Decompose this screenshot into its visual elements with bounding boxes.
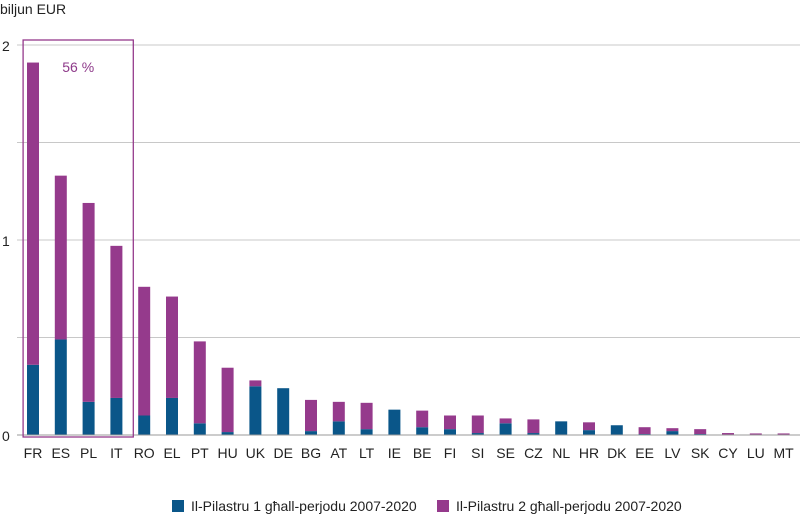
bar-pillar1-ro: [138, 415, 151, 435]
x-tick-label: CY: [718, 445, 738, 461]
bar-pillar2-el: [166, 296, 178, 398]
x-tick-label: NL: [552, 445, 570, 461]
bar-pillar2-cy: [722, 433, 734, 435]
bar-pillar1-pt: [193, 423, 206, 435]
x-tick-label: SI: [471, 445, 484, 461]
bar-pillar2-sk: [694, 429, 707, 435]
y-tick-label: 1: [2, 233, 10, 249]
bar-pillar2-es: [54, 175, 67, 340]
y-tick-label: 2: [2, 38, 10, 54]
bar-pillar1-cz: [527, 433, 540, 435]
x-tick-label: ES: [51, 445, 70, 461]
y-axis-label: biljun EUR: [0, 1, 66, 17]
bar-pillar2-mt: [777, 433, 790, 435]
x-tick-label: EL: [163, 445, 180, 461]
legend-swatch-1: [172, 500, 184, 512]
x-tick-label: FI: [444, 445, 456, 461]
x-tick-label: LT: [359, 445, 375, 461]
x-tick-label: HU: [217, 445, 237, 461]
bar-pillar1-uk: [249, 386, 262, 435]
bar-pillar2-se: [499, 418, 512, 424]
x-tick-label: IT: [110, 445, 123, 461]
x-tick-label: IE: [388, 445, 401, 461]
bar-pillar2-lt: [360, 402, 373, 430]
bar-pillar1-dk: [610, 425, 623, 435]
x-tick-label: AT: [330, 445, 347, 461]
bar-pillar1-bg: [305, 431, 317, 435]
x-tick-label: MT: [773, 445, 794, 461]
bar-pillar1-si: [471, 433, 484, 435]
bar-pillar1-hu: [221, 432, 234, 435]
bar-pillar2-lu: [749, 433, 762, 435]
bar-pillar2-at: [332, 401, 345, 422]
legend-label-1: Il-Pilastru 1 għall-perjodu 2007-2020: [191, 498, 417, 514]
bar-pillar2-si: [471, 415, 484, 434]
y-tick-label: 0: [2, 428, 10, 444]
bar-pillar2-fi: [444, 415, 456, 430]
x-tick-label: BE: [413, 445, 432, 461]
bar-pillar1-hr: [583, 430, 595, 435]
x-tick-label: BG: [301, 445, 321, 461]
bar-pillar2-ro: [138, 286, 151, 416]
bar-pillar2-ee: [638, 427, 651, 435]
bar-pillar1-ie: [388, 409, 401, 435]
bar-pillar1-de: [277, 388, 290, 435]
x-tick-label: DK: [607, 445, 627, 461]
bar-pillar2-uk: [249, 380, 262, 387]
bar-pillar1-fr: [27, 364, 39, 435]
bar-pillar2-bg: [305, 399, 317, 432]
x-tick-label: DE: [273, 445, 292, 461]
bar-pillar1-se: [499, 423, 512, 435]
x-tick-label: UK: [246, 445, 266, 461]
bar-pillar1-it: [110, 397, 123, 435]
bar-pillar2-pt: [193, 341, 206, 424]
bar-pillar1-pl: [82, 401, 95, 435]
x-tick-label: CZ: [524, 445, 543, 461]
bar-pillar1-lv: [666, 431, 679, 435]
bar-pillar2-fr: [27, 62, 39, 365]
bar-pillar2-be: [416, 410, 429, 428]
bar-pillar2-cz: [527, 419, 540, 434]
bar-pillar1-lt: [360, 429, 373, 435]
bar-pillar2-hr: [583, 422, 595, 431]
bar-pillar1-at: [332, 421, 345, 435]
bar-pillar1-be: [416, 427, 429, 435]
highlight-annotation: 56 %: [62, 59, 94, 75]
highlight-box: [22, 39, 134, 438]
x-tick-label: PL: [80, 445, 97, 461]
bar-pillar2-lv: [666, 428, 679, 432]
legend-swatch-2: [437, 500, 449, 512]
bar-pillar1-nl: [555, 421, 568, 435]
x-tick-label: EE: [635, 445, 654, 461]
legend-label-2: Il-Pilastru 2 għall-perjodu 2007-2020: [456, 498, 682, 514]
x-tick-label: RO: [134, 445, 155, 461]
bar-pillar2-it: [110, 245, 123, 398]
x-tick-label: FR: [24, 445, 43, 461]
x-tick-label: SE: [496, 445, 515, 461]
bar-pillar1-es: [54, 339, 67, 435]
x-tick-label: SK: [691, 445, 710, 461]
bar-pillar1-el: [166, 397, 178, 435]
bar-pillar2-hu: [221, 367, 234, 433]
bar-pillar2-pl: [82, 202, 95, 402]
bar-pillar1-fi: [444, 429, 456, 435]
x-tick-label: LU: [747, 445, 765, 461]
x-tick-label: PT: [191, 445, 209, 461]
x-tick-label: LV: [664, 445, 681, 461]
x-tick-label: HR: [579, 445, 599, 461]
